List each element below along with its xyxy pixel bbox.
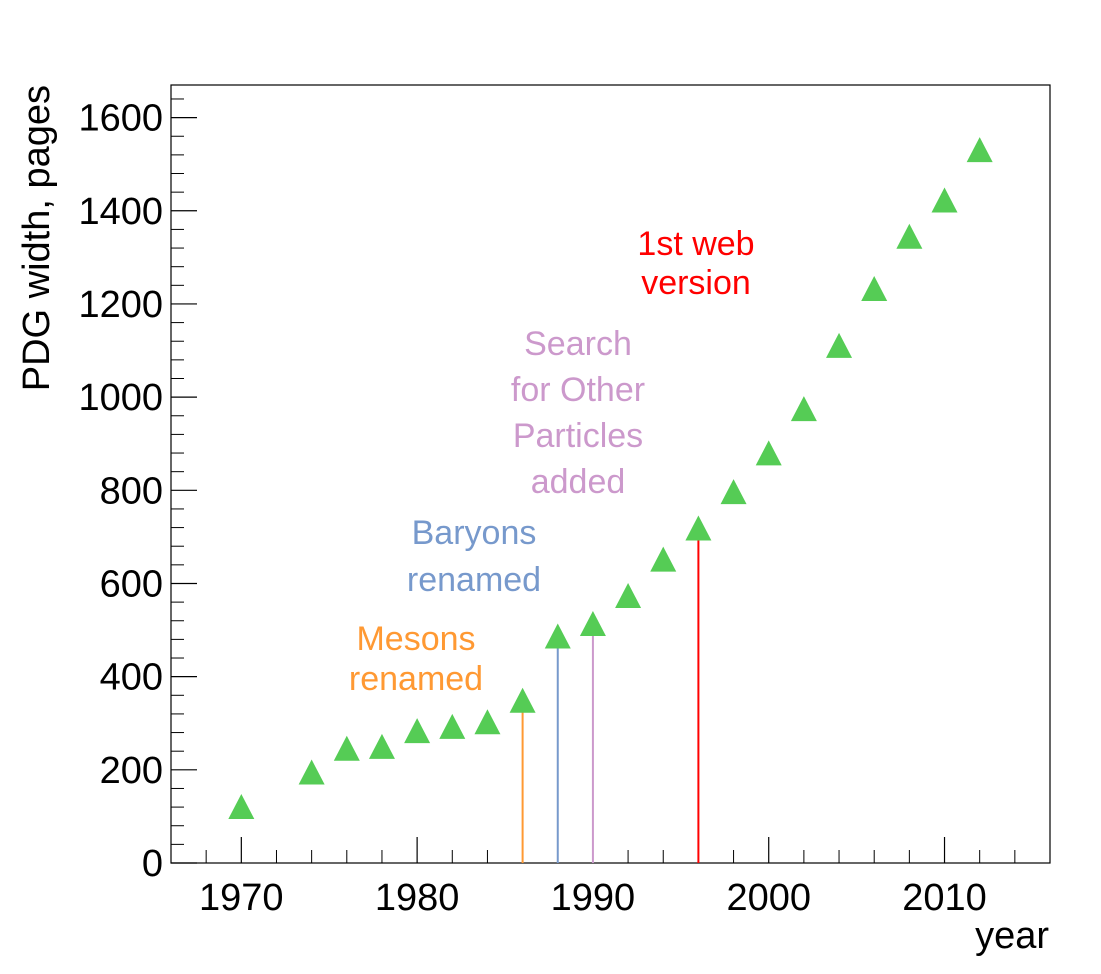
data-point bbox=[826, 332, 853, 358]
y-tick-label: 0 bbox=[142, 843, 163, 885]
y-tick-label: 800 bbox=[100, 470, 163, 512]
y-tick-label: 1200 bbox=[78, 284, 163, 326]
x-tick-label: 2010 bbox=[902, 877, 987, 919]
data-point bbox=[333, 735, 360, 761]
x-tick-label: 1980 bbox=[375, 877, 460, 919]
annotation-label: Particles bbox=[513, 417, 643, 455]
data-point bbox=[404, 718, 431, 744]
data-point bbox=[790, 396, 817, 422]
data-point bbox=[755, 440, 782, 466]
y-tick-label: 400 bbox=[100, 657, 163, 699]
y-tick-label: 600 bbox=[100, 563, 163, 605]
data-point bbox=[368, 733, 395, 759]
x-axis-label: year bbox=[975, 915, 1049, 957]
y-tick-label: 1400 bbox=[78, 191, 163, 233]
y-axis: 0 200 400 600 800 1000 1200 1400 1600 bbox=[78, 98, 197, 885]
data-point bbox=[896, 223, 923, 249]
annotation-label: Mesons bbox=[356, 620, 475, 658]
annotation-label: version bbox=[641, 264, 751, 302]
annotation-label: 1st web bbox=[637, 225, 754, 263]
annotation-label: renamed bbox=[349, 660, 483, 698]
annotation-label: added bbox=[531, 463, 626, 501]
data-point bbox=[650, 546, 677, 572]
x-tick-label: 1990 bbox=[551, 877, 636, 919]
data-point bbox=[509, 687, 536, 713]
annotation-lines bbox=[521, 529, 700, 863]
y-tick-label: 1600 bbox=[78, 98, 163, 140]
data-point bbox=[474, 709, 501, 735]
annotation-label: Search bbox=[524, 325, 632, 363]
y-tick-label: 200 bbox=[100, 750, 163, 792]
data-points bbox=[228, 137, 993, 820]
annotation-label: Baryons bbox=[412, 514, 537, 552]
data-point bbox=[931, 187, 958, 213]
x-axis: 1970 1980 1990 2000 2010 bbox=[199, 837, 987, 919]
y-tick-label: 1000 bbox=[78, 377, 163, 419]
data-point bbox=[685, 515, 712, 541]
data-point bbox=[615, 582, 642, 608]
plot-frame bbox=[170, 84, 1051, 864]
annotation-label: renamed bbox=[407, 561, 541, 599]
y-axis-label: PDG width, pages bbox=[16, 85, 58, 391]
annotation-label: for Other bbox=[511, 371, 645, 409]
data-point bbox=[966, 137, 993, 163]
x-tick-label: 1970 bbox=[199, 877, 284, 919]
data-point bbox=[861, 275, 888, 301]
data-point bbox=[228, 794, 255, 820]
data-point bbox=[298, 759, 325, 785]
data-point bbox=[544, 623, 571, 649]
data-point bbox=[579, 610, 606, 636]
x-tick-label: 2000 bbox=[726, 877, 811, 919]
data-point bbox=[720, 479, 747, 505]
data-point bbox=[439, 713, 466, 739]
